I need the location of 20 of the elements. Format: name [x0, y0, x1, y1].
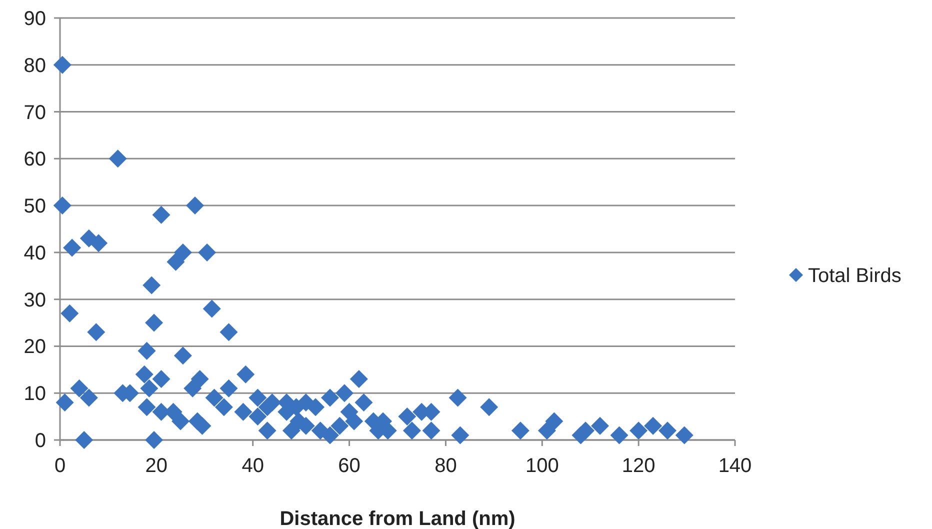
x-tick-label: 100: [525, 455, 559, 477]
y-tick-label: 10: [24, 383, 46, 406]
x-tick-label: 140: [718, 455, 752, 477]
y-tick-label: 70: [24, 102, 46, 124]
x-tick-label: 80: [434, 455, 457, 477]
x-tick-label: 40: [242, 455, 264, 477]
legend-label: Total Birds: [808, 265, 902, 287]
x-tick-label: 20: [145, 455, 168, 477]
y-tick-label: 0: [34, 430, 46, 452]
y-tick-label: 20: [24, 336, 46, 358]
y-tick-label: 60: [24, 148, 46, 171]
x-tick-label: 0: [54, 455, 66, 477]
y-tick-label: 80: [24, 54, 46, 77]
y-tick-label: 90: [24, 8, 46, 30]
x-axis-title: Distance from Land (nm): [280, 508, 516, 529]
y-tick-label: 40: [24, 242, 46, 264]
x-tick-label: 60: [338, 455, 360, 477]
y-tick-label: 30: [24, 289, 46, 312]
x-tick-label: 120: [622, 455, 656, 477]
y-tick-label: 50: [24, 196, 46, 218]
